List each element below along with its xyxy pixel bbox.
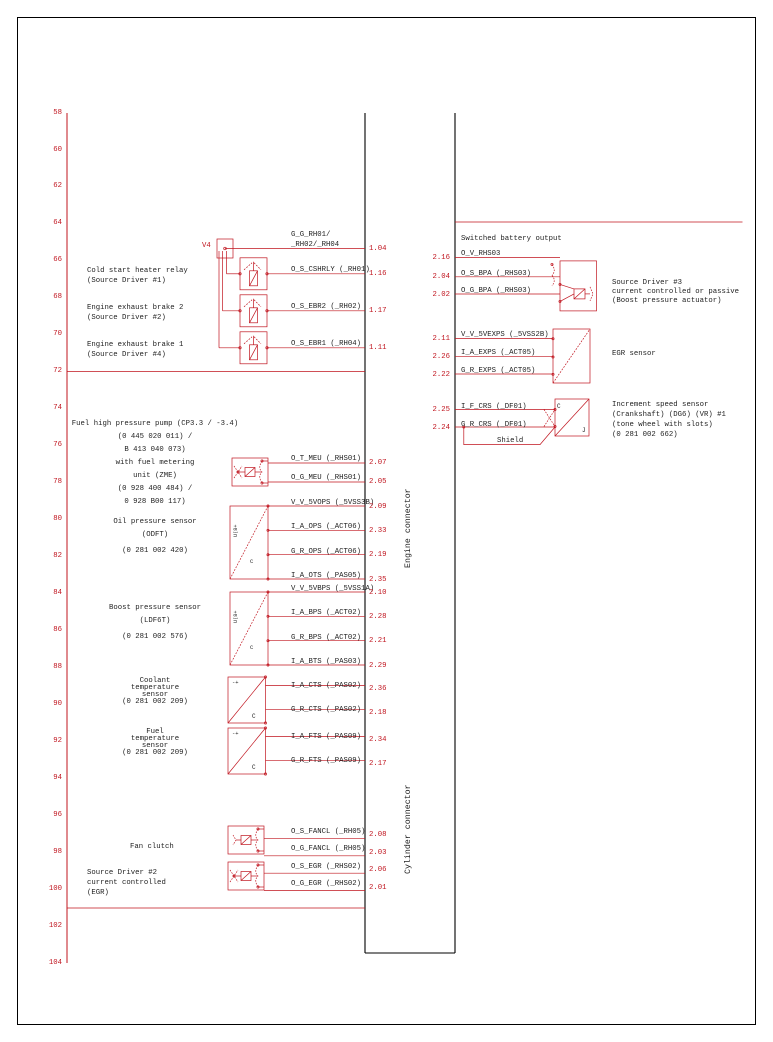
svg-text:C: C bbox=[252, 713, 256, 720]
svg-text:C: C bbox=[252, 764, 256, 771]
